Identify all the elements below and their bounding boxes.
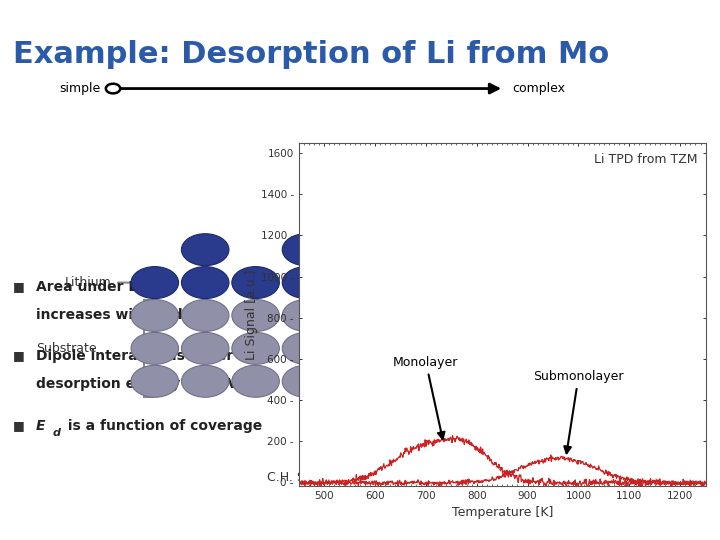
Text: d: d [53,428,60,438]
Text: E: E [36,419,45,433]
Text: C.H. Skinner et al., JNM 438, S647 (2013): C.H. Skinner et al., JNM 438, S647 (2013… [267,471,525,484]
Circle shape [333,267,380,299]
Text: Substrate: Substrate [37,342,97,355]
Circle shape [106,84,120,93]
Text: A.M. Capece: A.M. Capece [321,521,399,531]
Circle shape [282,366,330,397]
Circle shape [333,333,380,364]
Text: is a function of coverage: is a function of coverage [63,419,263,433]
Circle shape [333,366,380,397]
Circle shape [282,300,330,332]
Text: Monolayer: Monolayer [393,356,459,439]
Circle shape [181,300,229,332]
Circle shape [232,333,279,364]
Text: 43/51: 43/51 [674,521,709,531]
X-axis label: Temperature [K]: Temperature [K] [451,507,553,519]
Y-axis label: Li Signal [a.u.]: Li Signal [a.u.] [245,269,258,360]
Circle shape [181,333,229,364]
Text: desorption energy (~2 eV): desorption energy (~2 eV) [36,377,244,391]
Circle shape [232,267,279,299]
Text: Li TPD from TZM: Li TPD from TZM [594,153,698,166]
Text: Submonolayer: Submonolayer [534,370,624,453]
Circle shape [282,333,330,364]
Text: ■: ■ [13,419,24,432]
Text: Dipole interactions lower the: Dipole interactions lower the [36,349,264,363]
Circle shape [181,234,229,266]
Circle shape [131,300,179,332]
Circle shape [333,300,380,332]
Circle shape [282,234,330,266]
Text: SULI Introductory Course, 6/10/16: SULI Introductory Course, 6/10/16 [11,521,223,531]
Text: Lithium: Lithium [65,276,112,289]
Circle shape [282,267,330,299]
Circle shape [131,333,179,364]
Circle shape [232,300,279,332]
Circle shape [131,366,179,397]
Circle shape [232,366,279,397]
Text: simple: simple [60,82,101,95]
Text: Area under Li TPD curve: Area under Li TPD curve [36,280,227,294]
Text: ■: ■ [13,280,24,293]
Text: increases with Li dose: increases with Li dose [36,308,210,321]
Circle shape [181,267,229,299]
Circle shape [181,366,229,397]
Text: complex: complex [513,82,566,95]
Circle shape [131,267,179,299]
Text: Example: Desorption of Li from Mo: Example: Desorption of Li from Mo [13,40,609,69]
Text: ■: ■ [13,349,24,362]
